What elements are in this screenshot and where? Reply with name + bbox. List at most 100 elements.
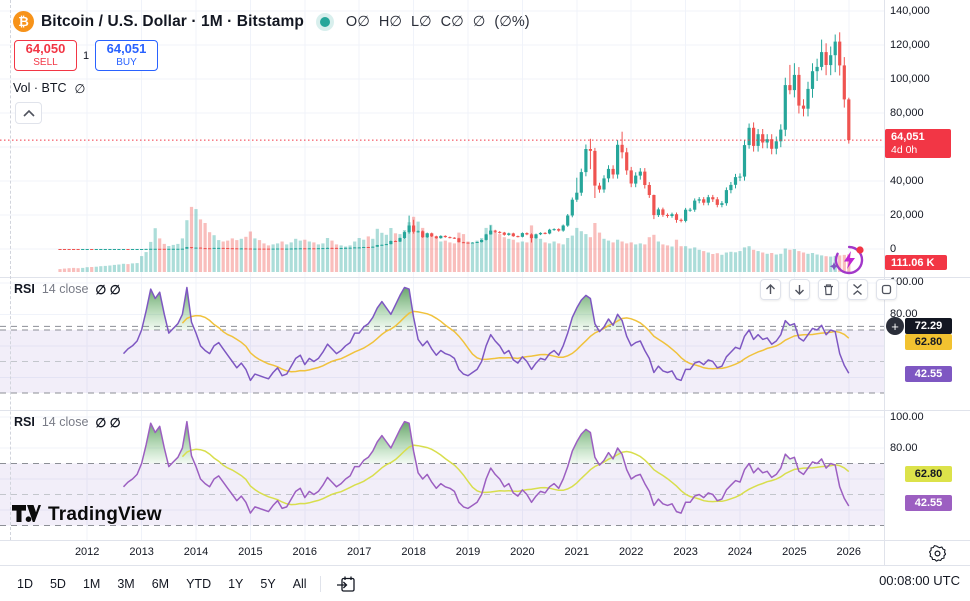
lightning-badge-icon [829, 245, 864, 275]
tradingview-logo-text: TradingView [48, 504, 162, 525]
range-button-3M[interactable]: 3M [117, 576, 135, 591]
symbol-title[interactable]: Bitcoin / U.S. Dollar · 1M · Bitstamp [41, 12, 304, 30]
rsi1-legend[interactable]: RSI 14 close ∅ ∅ [14, 282, 121, 297]
rsi1-tick-label: 80.00 [890, 307, 918, 320]
bitcoin-icon: ₿ [13, 11, 34, 32]
time-axis-border [0, 540, 970, 541]
rsi1-value-badge: 42.55 [905, 366, 952, 382]
rsi2-legend[interactable]: RSI 14 close ∅ ∅ [14, 415, 121, 430]
maximize-pane-button[interactable] [876, 279, 897, 300]
volume-value-badge: 111.06 K [885, 255, 947, 270]
rsi2-tick-label: 80.00 [890, 441, 918, 454]
rsi2-name: RSI [14, 415, 35, 429]
rsi1-crosshair-badge: 72.29 [905, 318, 952, 334]
buy-label: BUY [116, 57, 137, 69]
year-label: 2018 [401, 546, 426, 558]
year-label: 2024 [727, 546, 753, 558]
pane-separator-2[interactable] [0, 410, 970, 411]
time-axis-settings-icon[interactable] [928, 545, 947, 567]
calendar-icon [336, 576, 355, 592]
sell-button[interactable]: 64,050 SELL [14, 40, 77, 71]
range-button-YTD[interactable]: YTD [186, 576, 212, 591]
ohlc-open: O∅ [345, 13, 370, 30]
price-tick-label: 140,000 [890, 4, 930, 17]
year-label: 2025 [782, 546, 807, 558]
range-button-1M[interactable]: 1M [82, 576, 101, 591]
move-pane-up-button[interactable] [760, 279, 781, 300]
rsi2-params: 14 close [41, 415, 89, 429]
year-label: 2022 [618, 546, 644, 558]
session-clock[interactable]: 00:08:00 UTC [879, 573, 960, 588]
trash-icon [824, 284, 833, 296]
volume-legend-value: ∅ [74, 82, 86, 96]
year-label: 2015 [238, 546, 263, 558]
spread-value: 1 [82, 49, 90, 62]
footer-border [0, 565, 970, 566]
move-pane-down-button[interactable] [789, 279, 810, 300]
collapse-icon [853, 283, 862, 296]
range-button-1D[interactable]: 1D [17, 576, 33, 591]
bar-countdown: 4d 0h [891, 143, 918, 156]
pane-controls-toolbar [760, 279, 897, 300]
year-label: 2023 [673, 546, 698, 558]
delete-pane-button[interactable] [818, 279, 839, 300]
range-button-All[interactable]: All [292, 576, 307, 591]
range-button-1Y[interactable]: 1Y [228, 576, 244, 591]
year-label: 2013 [129, 546, 154, 558]
ohlc-high: H∅ [378, 13, 402, 30]
year-label: 2020 [510, 546, 535, 558]
go-to-date-button[interactable] [333, 573, 359, 595]
arrow-up-icon [766, 284, 775, 294]
collapse-legend-button[interactable] [15, 102, 42, 124]
left-pane-edge [10, 0, 11, 540]
collapse-pane-button[interactable] [847, 279, 868, 300]
date-range-switcher: 1D 5D 1M 3M 6M YTD 1Y 5Y All [16, 575, 308, 593]
range-button-5D[interactable]: 5D [49, 576, 66, 591]
chevron-up-icon [22, 109, 35, 117]
volume-legend[interactable]: Vol · BTC ∅ [13, 81, 85, 96]
tradingview-logo[interactable]: TradingView [12, 504, 162, 526]
maximize-icon [881, 284, 892, 295]
year-label: 2016 [292, 546, 318, 558]
range-button-6M[interactable]: 6M [151, 576, 170, 591]
rsi1-name: RSI [14, 282, 35, 296]
year-label: 2026 [836, 546, 862, 558]
ai-assistant-icon[interactable] [827, 240, 869, 285]
sell-label: SELL [33, 57, 58, 69]
add-alert-plus-icon[interactable]: + [886, 317, 904, 335]
rsi1-tick-label: 100.00 [890, 276, 924, 289]
pane-separator-1[interactable] [0, 277, 970, 278]
price-tick-label: 80,000 [890, 106, 924, 119]
range-button-5Y[interactable]: 5Y [260, 576, 276, 591]
buy-button[interactable]: 64,051 BUY [95, 40, 158, 71]
last-price-badge: 64,051 4d 0h [885, 129, 951, 158]
symbol-legend[interactable]: ₿ Bitcoin / U.S. Dollar · 1M · Bitstamp … [13, 11, 530, 32]
year-label: 2019 [455, 546, 481, 558]
ohlc-values: O∅ H∅ L∅ C∅ ∅ (∅%) [346, 14, 530, 30]
year-label: 2012 [74, 546, 100, 558]
rsi2-value-badge: 42.55 [905, 495, 952, 511]
arrow-down-icon [795, 285, 804, 295]
rsi2-values: ∅ ∅ [95, 416, 121, 430]
price-tick-label: 20,000 [890, 208, 924, 221]
year-label: 2017 [346, 546, 372, 558]
ohlc-close: C∅ [440, 13, 464, 30]
ohlc-low: L∅ [410, 13, 432, 30]
price-tick-label: 40,000 [890, 174, 924, 187]
rsi1-params: 14 close [41, 282, 89, 296]
toolbar-divider [319, 575, 321, 592]
bottom-toolbar: 1D 5D 1M 3M 6M YTD 1Y 5Y All [0, 566, 970, 601]
order-panel: 64,050 SELL 1 64,051 BUY [14, 40, 158, 71]
last-price: 64,051 [891, 130, 925, 143]
price-tick-label: 120,000 [890, 38, 930, 51]
year-label: 2014 [183, 546, 209, 558]
rsi1-values: ∅ ∅ [95, 283, 121, 297]
rsi2-ma-badge: 62.80 [905, 466, 952, 482]
price-tick-label: 100,000 [890, 72, 930, 85]
buy-price: 64,051 [106, 41, 147, 57]
gear-icon [928, 545, 947, 562]
ohlc-change: ∅ [472, 13, 486, 30]
tradingview-logo-icon [12, 505, 41, 522]
